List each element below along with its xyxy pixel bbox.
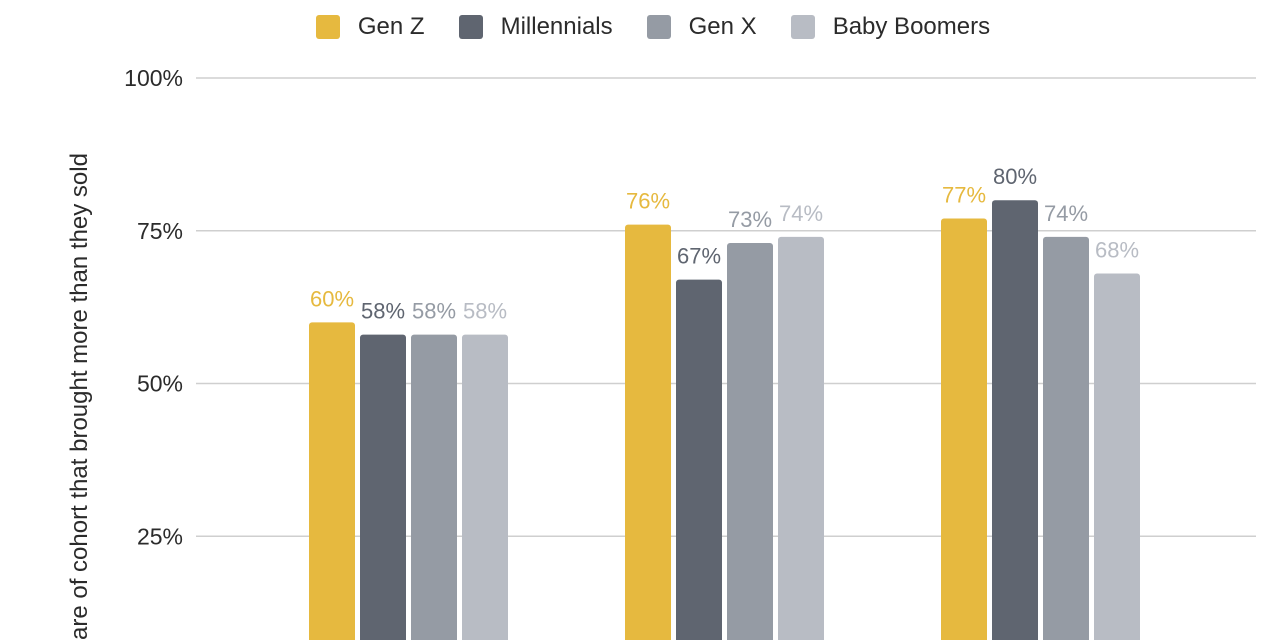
data-label: 58% — [412, 299, 456, 324]
bar — [1043, 236, 1089, 640]
bar — [360, 334, 406, 640]
legend-label-gen-z: Gen Z — [357, 13, 425, 40]
legend-swatch-gen-z — [315, 15, 340, 39]
bar — [727, 242, 773, 640]
legend-swatch-gen-x — [646, 15, 671, 39]
bar — [992, 200, 1038, 640]
legend-item-baby-boomers: Baby Boomers — [790, 13, 991, 41]
bar — [625, 224, 671, 640]
legend: Gen Z Millennials Gen X Baby Boomers — [0, 10, 1280, 44]
bar — [309, 322, 355, 640]
data-label: 76% — [626, 189, 670, 214]
data-label: 60% — [310, 286, 354, 311]
legend-swatch-baby-boomers — [790, 15, 815, 39]
y-tick-label: 25% — [137, 523, 183, 549]
legend-label-gen-x: Gen X — [688, 13, 757, 40]
data-label: 80% — [993, 164, 1037, 189]
data-label: 58% — [463, 299, 507, 324]
bar — [1094, 273, 1140, 640]
legend-label-baby-boomers: Baby Boomers — [832, 13, 991, 40]
bar — [411, 334, 457, 640]
data-label: 67% — [677, 244, 721, 269]
bar — [941, 218, 987, 640]
data-label: 68% — [1095, 238, 1139, 263]
legend-item-millennials: Millennials — [458, 13, 613, 41]
bar — [676, 279, 722, 640]
bar — [462, 334, 508, 640]
data-label: 77% — [942, 183, 986, 208]
bar — [778, 236, 824, 640]
data-label: 74% — [1044, 201, 1088, 226]
y-tick-label: 75% — [137, 218, 183, 244]
legend-item-gen-z: Gen Z — [315, 13, 425, 41]
data-label: 58% — [361, 299, 405, 324]
y-tick-label: 100% — [124, 65, 183, 91]
legend-label-millennials: Millennials — [500, 13, 613, 40]
data-label: 74% — [779, 201, 823, 226]
legend-swatch-millennials — [458, 15, 483, 39]
legend-item-gen-x: Gen X — [646, 13, 757, 41]
y-tick-label: 50% — [137, 371, 183, 397]
data-label: 73% — [728, 207, 772, 232]
